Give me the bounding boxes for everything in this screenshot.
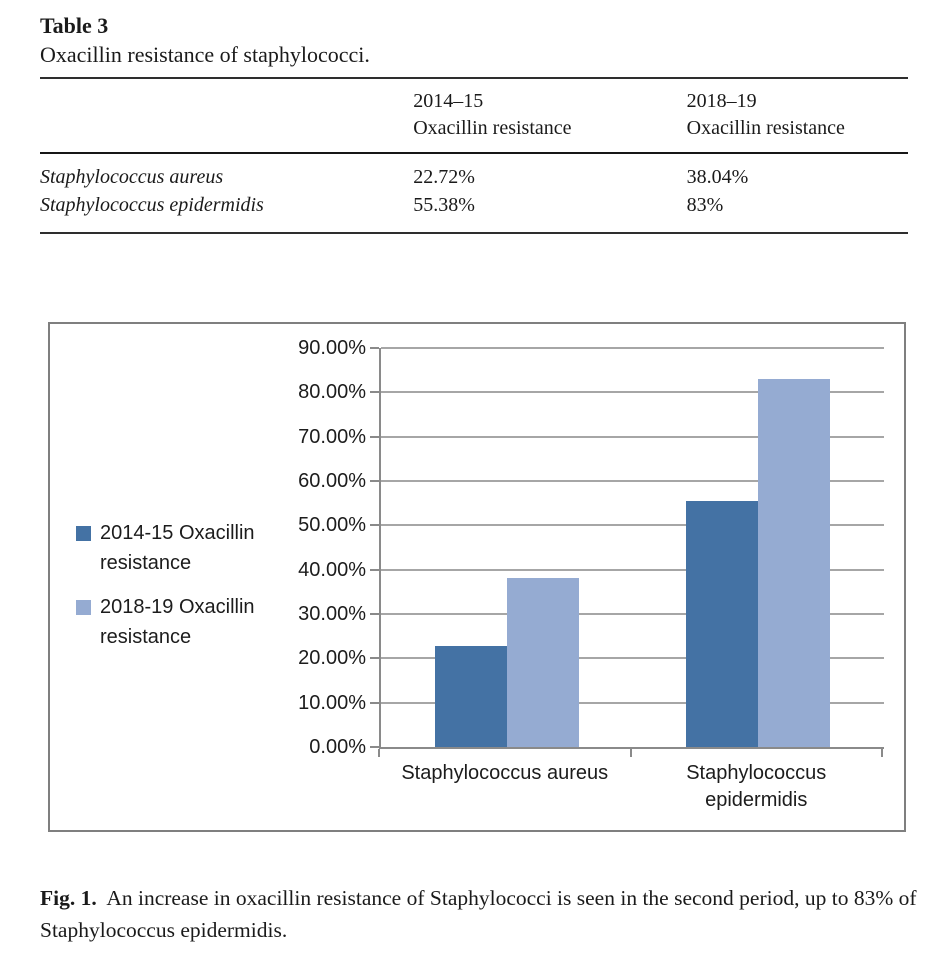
- gridline: [381, 657, 884, 660]
- column-header-measure: Oxacillin resistance: [413, 117, 572, 139]
- value-cell: 83%: [686, 194, 724, 216]
- legend-label: 2014-15 Oxacillin resistance: [100, 522, 255, 574]
- table3-block: Table 3 Oxacillin resistance of staphylo…: [40, 12, 908, 234]
- table-caption: Oxacillin resistance of staphylococci.: [40, 42, 370, 67]
- y-axis-tick: [370, 524, 379, 527]
- y-axis-tick: [370, 613, 379, 615]
- legend-item-2014-15: 2014-15 Oxacillin resistance: [76, 518, 291, 578]
- resistance-table: 2014–15 Oxacillin resistance 2018–19 Oxa…: [40, 77, 908, 234]
- y-axis-tick-label: 50.00%: [298, 514, 366, 537]
- y-axis-tick: [370, 746, 379, 748]
- column-header-2014-15: 2014–15 Oxacillin resistance: [413, 78, 687, 154]
- gridline: [381, 701, 884, 704]
- x-axis-tick: [378, 749, 380, 757]
- y-axis-tick: [370, 568, 379, 571]
- y-axis-tick-label: 0.00%: [309, 736, 366, 758]
- gridline: [381, 524, 884, 527]
- value-cell: 55.38%: [413, 194, 475, 216]
- column-header-period: 2014–15: [413, 90, 484, 112]
- table-header-row: 2014–15 Oxacillin resistance 2018–19 Oxa…: [40, 78, 908, 154]
- figure-caption-label: Fig. 1.: [40, 885, 97, 910]
- y-axis-tick: [370, 657, 379, 660]
- species-name-cell: Staphylococcus aureus: [40, 166, 224, 188]
- x-axis-tick: [629, 749, 632, 757]
- y-axis-tick: [370, 435, 379, 438]
- bar-series1-cat1: [434, 646, 507, 747]
- y-axis-tick-label: 30.00%: [298, 603, 366, 625]
- column-header-2018-19: 2018–19 Oxacillin resistance: [686, 78, 908, 154]
- table-row: Staphylococcus aureus 22.72% 38.04%: [40, 153, 908, 191]
- table-row: Staphylococcus epidermidis 55.38% 83%: [40, 191, 908, 233]
- plot-area: [370, 347, 884, 749]
- column-header-period: 2018–19: [686, 90, 757, 112]
- figure-caption-text: An increase in oxacillin resistance of S…: [40, 885, 917, 942]
- legend-label: 2018-19 Oxacillin resistance: [100, 596, 255, 648]
- y-axis-tick: [370, 347, 379, 349]
- bar-series2-cat1: [506, 578, 579, 747]
- value-cell: 38.04%: [686, 166, 749, 188]
- gridline: [381, 568, 884, 571]
- y-axis-tick-label: 40.00%: [298, 558, 366, 581]
- figure-caption: Fig. 1. An increase in oxacillin resista…: [40, 882, 924, 946]
- bar-series2-cat2: [758, 379, 831, 747]
- bar-series1-cat2: [686, 501, 759, 747]
- legend-item-2018-19: 2018-19 Oxacillin resistance: [76, 592, 291, 652]
- gridline: [381, 613, 884, 615]
- bar-chart-frame: 2014-15 Oxacillin resistance 2018-19 Oxa…: [48, 322, 906, 832]
- legend-swatch-2014-15: [76, 526, 91, 541]
- y-axis-tick-label: 90.00%: [298, 337, 366, 359]
- legend-swatch-2018-19: [76, 600, 91, 615]
- x-axis-label: Staphylococcus epidermidis: [686, 762, 827, 811]
- y-axis-tick-label: 20.00%: [298, 647, 366, 670]
- table-label: Table 3: [40, 13, 109, 38]
- gridline: [381, 391, 884, 394]
- gridline: [381, 347, 884, 349]
- x-axis-label: Staphylococcus aureus: [401, 762, 609, 784]
- y-axis-tick-label: 80.00%: [298, 381, 366, 404]
- x-axis-tick: [881, 749, 883, 757]
- y-axis-tick-label: 60.00%: [298, 470, 366, 492]
- y-axis-tick: [370, 701, 379, 704]
- value-cell: 22.72%: [413, 166, 475, 188]
- y-axis-tick: [370, 480, 379, 482]
- y-axis-tick-label: 70.00%: [298, 425, 366, 448]
- gridline: [381, 480, 884, 482]
- y-axis-tick: [370, 391, 379, 394]
- species-name-cell: Staphylococcus epidermidis: [40, 194, 264, 216]
- y-axis-tick-label: 10.00%: [298, 691, 366, 714]
- gridline: [381, 435, 884, 438]
- column-header-measure: Oxacillin resistance: [686, 117, 845, 139]
- empty-header-cell: [40, 78, 414, 154]
